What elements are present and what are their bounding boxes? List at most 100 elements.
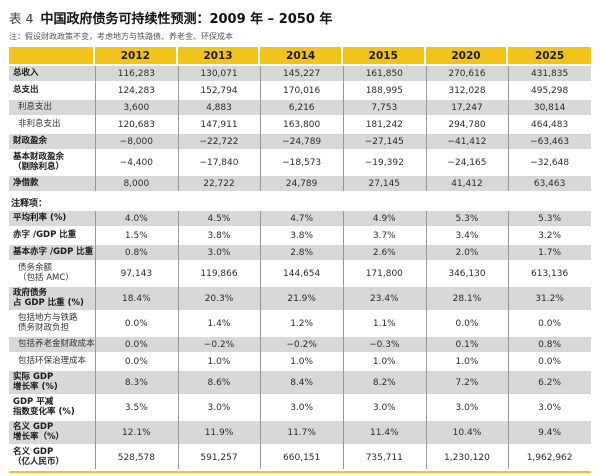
- data-cell: 7.2%: [455, 377, 479, 388]
- data-cell: 0.8%: [124, 247, 148, 258]
- data-cell: 2.8%: [290, 247, 314, 258]
- data-cell: 1.7%: [538, 247, 562, 258]
- data-cell: 171,800: [365, 268, 403, 279]
- column-divider: [508, 66, 510, 191]
- data-cell: 22,722: [203, 178, 235, 189]
- table-body: 总收入 116,283 130,071 145,227 161,850 270,616 43…: [9, 66, 591, 469]
- data-cell: 8.6%: [207, 377, 231, 388]
- row-label: 赤字 /GDP 比重: [13, 229, 77, 240]
- data-cell: 312,028: [448, 85, 486, 96]
- data-cell: 464,483: [531, 119, 569, 130]
- data-cell: 163,800: [283, 119, 321, 130]
- data-cell: 3.0%: [538, 402, 562, 413]
- row-label: 名义 GDP 增长率（%）: [13, 421, 65, 442]
- data-cell: 3.0%: [290, 402, 314, 413]
- data-cell: 147,911: [200, 119, 238, 130]
- year-column-header: 2015: [342, 47, 426, 64]
- data-cell: 0.0%: [124, 356, 148, 367]
- data-cell: 495,298: [531, 85, 569, 96]
- data-cell: 11.7%: [287, 427, 316, 438]
- table-row: 利息支出 3,600 4,883 6,216 7,753 17,247 30,814: [9, 100, 591, 115]
- data-cell: 4,883: [206, 102, 232, 113]
- data-cell: 3.0%: [455, 402, 479, 413]
- table-row: 总支出 124,283 152,794 170,016 188,995 312,028 49…: [9, 83, 591, 98]
- data-cell: −24,789: [282, 136, 322, 147]
- data-cell: 3.0%: [207, 247, 231, 258]
- data-cell: −0.2%: [286, 339, 317, 350]
- data-cell: 1.2%: [290, 318, 314, 329]
- data-cell: 294,780: [448, 119, 486, 130]
- table-header-row: 2012 2013 2014 2015 2020 2025: [9, 47, 591, 64]
- year-column-header: 2020: [425, 47, 509, 64]
- data-cell: 17,247: [451, 102, 483, 113]
- data-cell: 124,283: [117, 85, 155, 96]
- data-cell: −22,722: [199, 136, 239, 147]
- table-title: 中国政府债务可持续性预测：2009 年 – 2050 年: [40, 12, 333, 27]
- data-cell: 11.4%: [370, 427, 399, 438]
- data-cell: 1.5%: [124, 230, 148, 241]
- data-cell: 28.1%: [452, 293, 482, 304]
- row-label: 平均利率 (%): [13, 212, 67, 223]
- table-row: 实际 GDP 增长率 (%) 8.3% 8.6% 8.4% 8.2% 7.2% 6.2%: [9, 371, 591, 394]
- data-cell: 613,136: [531, 268, 569, 279]
- data-cell: 591,257: [200, 452, 238, 463]
- data-cell: 1.4%: [207, 318, 231, 329]
- data-cell: 346,130: [448, 268, 486, 279]
- column-divider: [425, 66, 427, 191]
- data-cell: 30,814: [533, 102, 566, 113]
- data-cell: 12.1%: [122, 427, 151, 438]
- data-cell: 660,151: [283, 452, 321, 463]
- table-row: 政府债务占 GDP 比重 (%) 18.4% 20.3% 21.9% 23.4% 28.1…: [9, 287, 591, 310]
- data-cell: 130,071: [200, 68, 238, 79]
- table-row: 名义 GDP 增长率（%） 12.1% 11.9% 11.7% 11.4% 10.4% 9.4…: [9, 421, 591, 444]
- data-cell: 8.3%: [124, 377, 148, 388]
- row-label: 政府债务占 GDP 比重 (%): [13, 287, 84, 308]
- data-cell: −0.3%: [369, 339, 400, 350]
- data-cell: 3.4%: [455, 230, 479, 241]
- data-cell: 270,616: [448, 68, 486, 79]
- data-cell: 6,216: [288, 102, 315, 113]
- table-row: 净借款 8,000 22,722 24,789 27,145 41,412 63,463: [9, 176, 591, 191]
- data-cell: −27,145: [364, 136, 404, 147]
- data-cell: 181,242: [365, 119, 403, 130]
- data-cell: 4.0%: [124, 213, 148, 224]
- year-column-header: 2025: [508, 47, 591, 64]
- data-cell: 21.9%: [287, 293, 316, 304]
- table-row: 非利息支出 120,683 147,911 163,800 181,242 294,780…: [9, 117, 591, 132]
- data-cell: 119,866: [200, 268, 238, 279]
- table-section: 平均利率 (%) 4.0% 4.5% 4.7% 4.9% 5.3% 5.3% 赤字 /GDP …: [9, 211, 591, 469]
- column-divider: [177, 66, 179, 191]
- row-label: 包括地方与铁路 债务财政负担: [18, 312, 78, 333]
- table-row: 总收入 116,283 130,071 145,227 161,850 270,616 43…: [9, 66, 591, 81]
- data-cell: 8.2%: [372, 377, 396, 388]
- table-row: 平均利率 (%) 4.0% 4.5% 4.7% 4.9% 5.3% 5.3%: [9, 211, 591, 226]
- data-cell: 4.9%: [372, 213, 396, 224]
- section-heading: 注释项：: [9, 193, 591, 209]
- year-column-header: 2012: [95, 47, 178, 64]
- data-cell: 145,227: [283, 68, 321, 79]
- data-cell: 1,230,120: [444, 452, 490, 463]
- row-label: 基本赤字 /GDP 比重: [13, 246, 94, 257]
- row-label: 包括环保治理成本: [18, 355, 87, 366]
- data-cell: 20.3%: [204, 293, 234, 304]
- data-cell: 1.0%: [207, 356, 231, 367]
- data-cell: 1.1%: [372, 318, 396, 329]
- data-cell: 152,794: [200, 85, 238, 96]
- table-row: 赤字 /GDP 比重 1.5% 3.8% 3.8% 3.7% 3.4% 3.2%: [9, 228, 591, 243]
- data-cell: −18,573: [282, 157, 322, 168]
- data-cell: 5.3%: [455, 213, 479, 224]
- data-cell: 9.4%: [538, 427, 562, 438]
- data-cell: 0.0%: [538, 356, 562, 367]
- column-divider: [95, 211, 96, 469]
- data-cell: −19,392: [364, 157, 404, 168]
- row-label: 实际 GDP 增长率 (%): [13, 371, 58, 392]
- data-cell: 1.0%: [290, 356, 314, 367]
- data-cell: −41,412: [447, 136, 487, 147]
- data-cell: 4.7%: [290, 213, 314, 224]
- data-cell: 10.4%: [452, 427, 482, 438]
- table-note: 注：假设财政政策不变，考虑地方与铁路债、养老金、环保成本: [9, 32, 233, 41]
- data-cell: 2.0%: [455, 247, 479, 258]
- data-cell: −4,400: [119, 157, 153, 168]
- table-title-line: 表 4 中国政府债务可持续性预测：2009 年 – 2050 年: [9, 8, 591, 27]
